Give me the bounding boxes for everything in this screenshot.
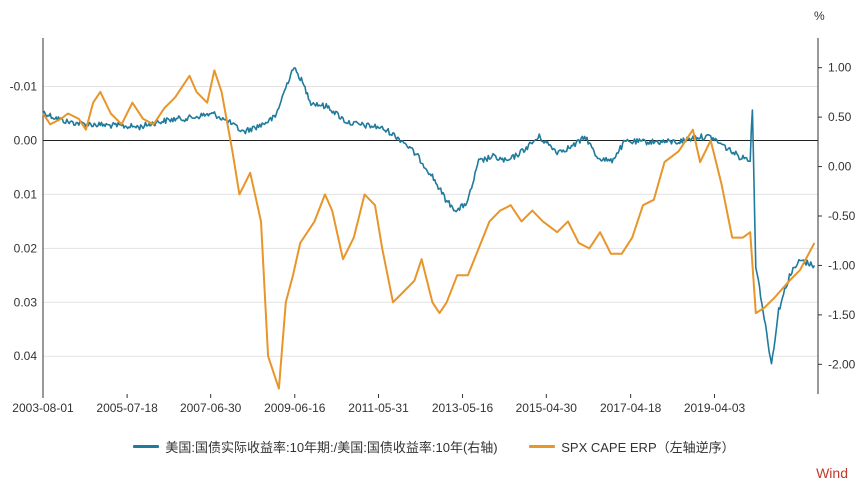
axes (42, 38, 822, 398)
left-tick-label: 0.01 (14, 187, 38, 201)
left-tick-label: 0.03 (14, 295, 38, 309)
x-tick-label: 2013-05-16 (432, 401, 494, 415)
right-tick-label: 0.00 (828, 160, 852, 174)
right-tick-label: -1.50 (828, 308, 856, 322)
left-tick-label: 0.04 (14, 349, 38, 363)
gridlines (43, 86, 818, 357)
left-tick-label: 0.02 (14, 241, 38, 255)
x-tick-label: 2015-04-30 (516, 401, 578, 415)
legend-item-series2: SPX CAPE ERP（左轴逆序） (529, 437, 735, 456)
tick-labels: -0.01 0.00 0.01 0.02 0.03 0.04 1.00 0.50 0.00 -0.… (10, 9, 856, 415)
legend-item-series1: 美国:国债实际收益率:10年期:/美国:国债收益率:10年(右轴) (133, 437, 498, 456)
series-line-1 (42, 67, 816, 365)
x-tick-label: 2019-04-03 (684, 401, 746, 415)
series-line-2 (42, 69, 816, 390)
right-tick-label: -2.00 (828, 357, 856, 371)
legend-swatch-series1 (133, 445, 160, 448)
legend-swatch-series2 (529, 445, 556, 448)
x-tick-label: 2003-08-01 (12, 401, 74, 415)
right-axis-unit: % (814, 9, 825, 23)
x-tick-label: 2017-04-18 (600, 401, 662, 415)
wind-logo-text: Wind (816, 465, 848, 481)
right-tick-label: 0.50 (828, 110, 852, 124)
right-tick-label: -0.50 (828, 209, 856, 223)
series-layer (42, 67, 816, 390)
x-tick-label: 2009-06-16 (264, 401, 326, 415)
legend-label-series1: 美国:国债实际收益率:10年期:/美国:国债收益率:10年(右轴) (165, 440, 498, 455)
right-tick-label: 1.00 (828, 61, 852, 75)
legend-label-series2: SPX CAPE ERP（左轴逆序） (561, 440, 735, 455)
legend: 美国:国债实际收益率:10年期:/美国:国债收益率:10年(右轴) SPX CA… (0, 436, 868, 456)
x-tick-label: 2007-06-30 (180, 401, 242, 415)
right-tick-label: -1.00 (828, 258, 856, 272)
left-tick-label: -0.01 (10, 80, 38, 94)
left-tick-label: 0.00 (14, 133, 38, 147)
x-tick-label: 2011-05-31 (348, 401, 409, 415)
x-tick-label: 2005-07-18 (96, 401, 158, 415)
